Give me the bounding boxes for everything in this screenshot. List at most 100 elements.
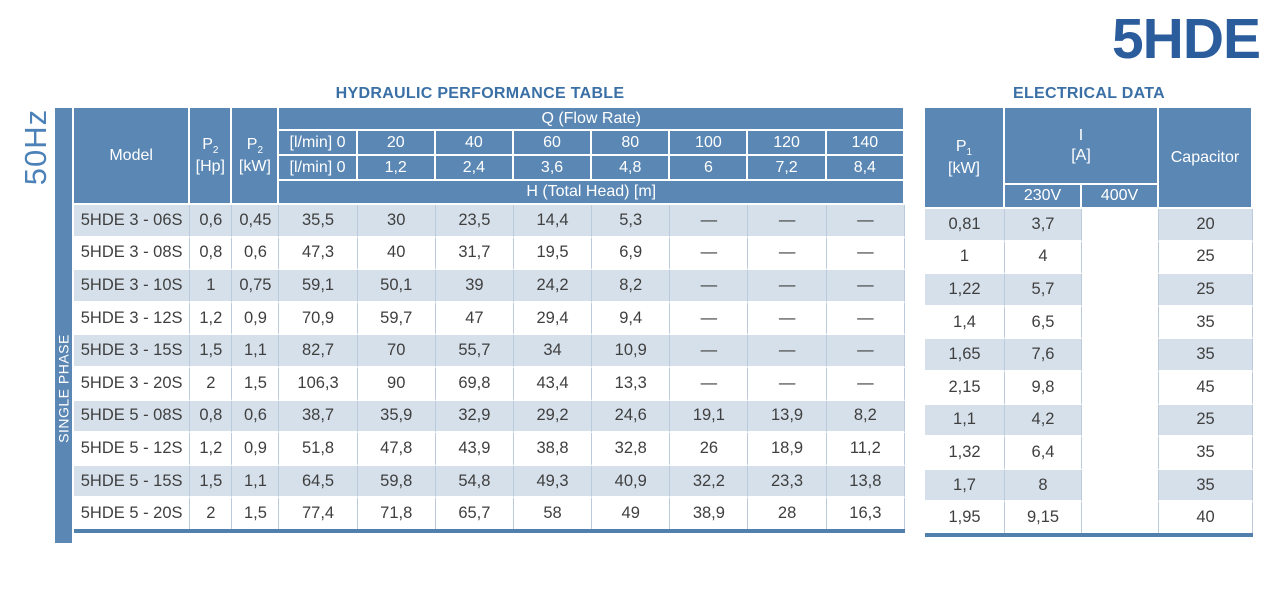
- head-value-cell: —: [748, 205, 827, 238]
- hydraulic-table-row: 5HDE 3 - 08S 0,8 0,6 47,3 40 31,7 19,5 6,9— — —: [74, 237, 905, 271]
- product-title: 5HDE: [1111, 7, 1261, 71]
- p2-subscript: 2: [257, 145, 264, 156]
- electrical-table-row: 1,95 9,15 40: [925, 502, 1253, 533]
- head-value-cell: 40: [357, 237, 436, 271]
- head-value-cell: 70: [357, 335, 436, 368]
- head-value-cell: 18,9: [748, 433, 827, 466]
- head-value-cell: 47,8: [357, 433, 436, 466]
- p2-symbol: P: [246, 135, 258, 153]
- head-value-cell: 19,5: [513, 237, 593, 271]
- current-symbol: I: [1078, 127, 1084, 145]
- flow-lmin-header: [l/min] 0: [279, 131, 358, 156]
- hydraulic-table-row: 5HDE 5 - 20S 2 1,5 77,4 71,8 65,7 58 49 38,9 28 16…: [74, 498, 905, 529]
- head-value-cell: —: [748, 270, 827, 303]
- head-value-cell: —: [670, 367, 749, 401]
- electrical-table-title: ELECTRICAL DATA: [1012, 85, 1166, 102]
- p2-kw-cell: 0,6: [232, 400, 280, 434]
- model-cell: 5HDE 3 - 15S: [74, 335, 191, 368]
- current-230v-cell: 9,15: [1005, 502, 1082, 533]
- electrical-table-row: 1,4 6,5 35: [925, 306, 1253, 340]
- electrical-table-row: 1,32 6,4 35: [925, 437, 1253, 470]
- capacitor-cell: 25: [1159, 241, 1253, 275]
- p2-hp-cell: 1: [190, 270, 233, 303]
- head-value-cell: 16,3: [826, 498, 905, 529]
- flow-lmin-header: 80: [592, 131, 671, 156]
- p1-kw-cell: 1,22: [925, 274, 1005, 307]
- head-value-cell: —: [670, 302, 749, 336]
- head-value-cell: 23,3: [748, 465, 827, 499]
- model-cell: 5HDE 5 - 20S: [74, 498, 191, 529]
- p2-kw-cell: 0,45: [232, 205, 280, 238]
- model-column-header: Model: [74, 108, 191, 205]
- current-230v-cell: 6,4: [1005, 437, 1082, 470]
- hydraulic-table-title: HYDRAULIC PERFORMANCE TABLE: [335, 85, 625, 102]
- capacitor-cell: 35: [1159, 437, 1253, 470]
- flow-lmin-header: 120: [748, 131, 827, 156]
- capacitor-column-header: Capacitor: [1159, 108, 1253, 209]
- voltage-230v-header: 230V: [1005, 185, 1082, 209]
- hydraulic-table-row: 5HDE 3 - 06S 0,6 0,45 35,5 30 23,5 14,4 5,3— — —: [74, 205, 905, 238]
- flow-lmin-header: 60: [513, 131, 593, 156]
- p1-kw-column-header: P1 [kW]: [925, 108, 1005, 209]
- model-cell: 5HDE 3 - 20S: [74, 367, 191, 401]
- head-value-cell: —: [748, 335, 827, 368]
- capacitor-cell: 35: [1159, 306, 1253, 340]
- model-cell: 5HDE 3 - 12S: [74, 302, 191, 336]
- electrical-header-row-1: P1 [kW] I [A] Capacitor: [925, 108, 1253, 209]
- current-400v-cell: [1082, 209, 1159, 242]
- q-banner-row: Model P2 [Hp] P2 [kW] Q (Flow Rate): [74, 108, 905, 205]
- head-value-cell: 50,1: [357, 270, 436, 303]
- current-400v-cell: [1082, 469, 1159, 503]
- hydraulic-table-row: 5HDE 5 - 15S 1,5 1,1 64,5 59,8 54,8 49,3 40,9 32…: [74, 465, 905, 499]
- head-value-cell: 35,9: [357, 400, 436, 434]
- model-cell: 5HDE 3 - 06S: [74, 205, 191, 238]
- electrical-table-row: 1,22 5,7 25: [925, 274, 1253, 307]
- p2-hp-cell: 1,5: [190, 335, 233, 368]
- hydraulic-table-row: 5HDE 3 - 12S 1,2 0,9 70,9 59,7 47 29,4 9,4— — —: [74, 302, 905, 336]
- hydraulic-table-row: 5HDE 3 - 10S 1 0,75 59,1 50,1 39 24,2 8,2— — —: [74, 270, 905, 303]
- p2-hp-cell: 1,2: [190, 433, 233, 466]
- head-value-cell: 26: [670, 433, 749, 466]
- current-400v-cell: [1082, 404, 1159, 438]
- hydraulic-table-row: 5HDE 5 - 12S 1,2 0,9 51,8 47,8 43,9 38,8 32,8 26…: [74, 433, 905, 466]
- head-value-cell: 54,8: [435, 465, 514, 499]
- head-value-cell: 71,8: [357, 498, 436, 529]
- head-value-cell: 77,4: [279, 498, 358, 529]
- current-400v-cell: [1082, 371, 1159, 405]
- p2-kw-cell: 1,1: [232, 465, 280, 499]
- flow-m3h-header: 1,2: [357, 156, 436, 181]
- p2-hp-column-header: P2 [Hp]: [190, 108, 233, 205]
- p2-kw-cell: 0,75: [232, 270, 280, 303]
- head-value-cell: 6,9: [592, 237, 671, 271]
- head-value-cell: —: [670, 237, 749, 271]
- p2-hp-cell: 2: [190, 367, 233, 401]
- head-value-cell: 11,2: [826, 433, 905, 466]
- flow-m3h-header: 6: [670, 156, 749, 181]
- head-value-cell: 28: [748, 498, 827, 529]
- electrical-table-row: 1,1 4,2 25: [925, 404, 1253, 438]
- capacitor-cell: 45: [1159, 371, 1253, 405]
- electrical-table-row: 0,81 3,7 20: [925, 209, 1253, 242]
- capacitor-cell: 35: [1159, 339, 1253, 372]
- flow-lmin-row: [l/min] 0 20 40 60 80 100 120 140: [74, 131, 905, 156]
- p2-kw-cell: 1,1: [232, 335, 280, 368]
- head-value-cell: 29,2: [513, 400, 593, 434]
- p1-subscript: 1: [966, 147, 973, 158]
- head-value-cell: 49,3: [513, 465, 593, 499]
- electrical-table-row: 1 4 25: [925, 241, 1253, 275]
- p1-kw-cell: 1,4: [925, 306, 1005, 340]
- head-value-cell: —: [826, 367, 905, 401]
- head-value-cell: 49: [592, 498, 671, 529]
- head-value-cell: 34: [513, 335, 593, 368]
- head-value-cell: 31,7: [435, 237, 514, 271]
- flow-lmin-header: 40: [435, 131, 514, 156]
- model-cell: 5HDE 5 - 12S: [74, 433, 191, 466]
- electrical-header-row-2: 230V 400V: [925, 185, 1253, 209]
- current-400v-cell: [1082, 306, 1159, 340]
- head-value-cell: 10,9: [592, 335, 671, 368]
- flow-lmin-header: 140: [826, 131, 905, 156]
- head-value-cell: 90: [357, 367, 436, 401]
- head-value-cell: 82,7: [279, 335, 358, 368]
- head-value-cell: 64,5: [279, 465, 358, 499]
- head-value-cell: —: [748, 367, 827, 401]
